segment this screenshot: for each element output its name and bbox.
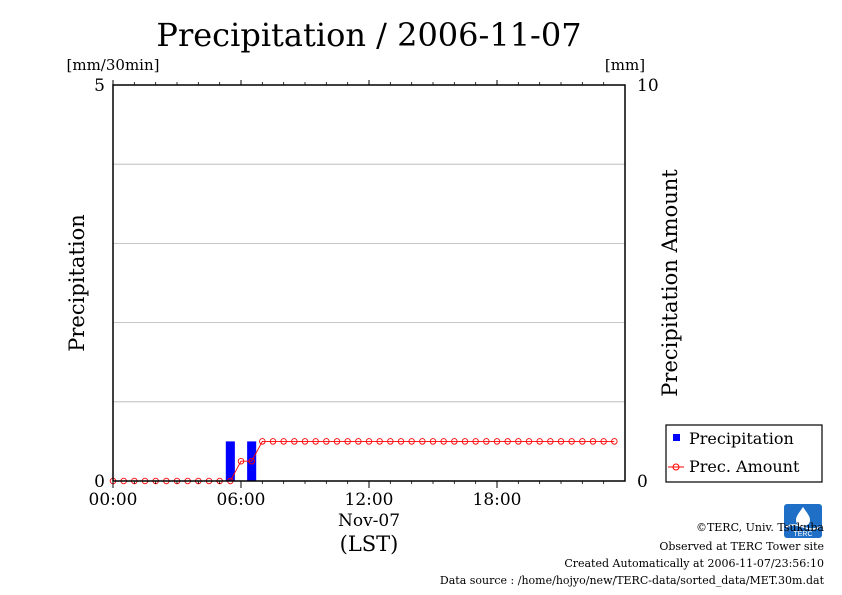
y-tick-label: 5 <box>94 76 105 96</box>
grid-lines <box>113 163 625 403</box>
amount-point <box>280 438 287 445</box>
precipitation-bar <box>225 441 235 481</box>
amount-point <box>557 438 565 445</box>
amount-point <box>568 438 575 445</box>
plot-frame <box>112 84 626 482</box>
legend-precipitation-label: Precipitation <box>689 429 794 448</box>
right-unit-label: [mm] <box>605 56 645 74</box>
y2-tick-label: 0 <box>637 472 648 492</box>
footer-source: Data source : /home/hojyo/new/TERC-data/… <box>439 574 824 587</box>
amount-point <box>237 457 245 465</box>
y2-axis-label: Precipitation Amount <box>658 169 682 397</box>
y-axis-label: Precipitation <box>65 214 89 352</box>
amount-point <box>333 438 341 445</box>
amount-point <box>291 438 298 445</box>
amount-point <box>536 438 543 445</box>
amount-point <box>440 438 447 445</box>
x-axis-ticks: 00:00 06:00 12:00 18:00 <box>89 80 605 510</box>
amount-point <box>579 438 586 445</box>
chart-title: Precipitation / 2006-11-07 <box>156 16 581 54</box>
footer-copyright: ©TERC, Univ. Tsukuba <box>695 521 824 534</box>
amount-point <box>493 438 501 445</box>
amount-point <box>451 438 458 445</box>
x-tick-label: 18:00 <box>473 490 522 510</box>
amount-point <box>312 438 319 445</box>
amount-point <box>408 438 415 445</box>
amount-point <box>355 438 362 445</box>
legend: Precipitation Prec. Amount <box>665 424 823 483</box>
legend-amount-marker <box>672 463 680 471</box>
y2-tick-label: 10 <box>637 76 659 96</box>
amount-point <box>504 438 511 445</box>
legend-box <box>665 424 823 483</box>
y-axis-ticks: 0 5 0 10 <box>94 76 658 492</box>
amount-point <box>525 438 533 445</box>
terc-logo <box>784 504 822 538</box>
footer-observed: Observed at TERC Tower site <box>659 540 824 553</box>
amount-point <box>387 438 394 445</box>
logo-text: TERC <box>793 531 812 538</box>
y-tick-label: 0 <box>94 472 105 492</box>
amount-point <box>419 438 426 445</box>
amount-point <box>344 438 351 445</box>
amount-point <box>483 438 490 445</box>
amount-point <box>547 438 554 445</box>
amount-line <box>109 438 618 485</box>
amount-point <box>365 438 373 445</box>
amount-point <box>589 438 597 445</box>
amount-point <box>259 438 266 445</box>
amount-point <box>248 457 255 465</box>
amount-point <box>376 438 383 445</box>
x-zone-label: (LST) <box>340 532 399 556</box>
x-tick-label: 00:00 <box>89 490 138 510</box>
x-tick-label: 12:00 <box>345 490 394 510</box>
left-unit-label: [mm/30min] <box>67 56 160 74</box>
amount-point <box>301 438 309 445</box>
amount-point <box>515 438 522 445</box>
legend-amount-label: Prec. Amount <box>689 457 800 476</box>
footer-created: Created Automatically at 2006-11-07/23:5… <box>564 557 824 570</box>
amount-point <box>611 438 618 445</box>
amount-series-line <box>113 440 615 482</box>
x-date-label: Nov-07 <box>338 511 400 531</box>
amount-point <box>429 438 437 445</box>
legend-precipitation-symbol <box>673 434 680 441</box>
amount-point <box>600 438 607 445</box>
x-tick-label: 06:00 <box>217 490 266 510</box>
amount-point <box>269 438 277 445</box>
amount-point <box>397 438 405 445</box>
amount-point <box>323 438 330 445</box>
amount-point <box>461 438 469 445</box>
amount-point <box>472 438 479 445</box>
